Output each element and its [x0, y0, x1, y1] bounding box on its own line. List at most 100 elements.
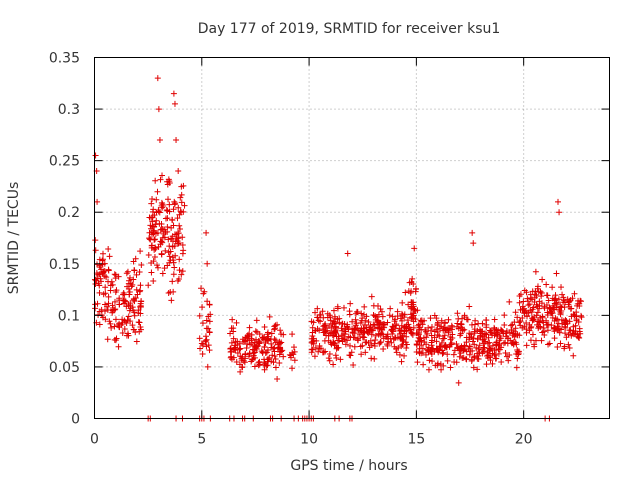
data-point — [502, 350, 509, 357]
data-point — [116, 295, 123, 302]
y-tick-label: 0.1 — [58, 308, 80, 324]
data-point — [479, 346, 486, 353]
data-point — [312, 344, 319, 351]
data-point — [154, 188, 161, 195]
data-point — [151, 223, 158, 230]
data-point — [290, 351, 297, 358]
data-point — [516, 299, 523, 306]
data-point — [446, 325, 453, 332]
data-point — [428, 332, 435, 339]
data-point — [366, 344, 373, 351]
data-point — [135, 307, 142, 314]
data-point — [475, 346, 482, 353]
data-point — [229, 316, 236, 323]
data-point — [523, 312, 530, 319]
data-point — [441, 343, 448, 350]
data-point — [403, 344, 410, 351]
data-point — [545, 341, 552, 348]
data-point — [170, 271, 177, 278]
data-point — [516, 332, 523, 339]
data-point — [277, 327, 284, 334]
data-point — [527, 294, 534, 301]
data-point — [377, 306, 384, 313]
data-point — [175, 204, 182, 211]
data-point — [166, 179, 173, 186]
data-point — [385, 338, 392, 345]
data-point — [98, 278, 105, 285]
data-point — [367, 337, 374, 344]
data-point — [256, 358, 263, 365]
data-point — [125, 285, 132, 292]
data-point — [181, 202, 188, 209]
data-point — [99, 270, 106, 277]
data-point — [486, 339, 493, 346]
data-point — [261, 366, 268, 373]
data-point — [351, 330, 358, 337]
data-point — [288, 354, 295, 361]
data-point — [254, 342, 261, 349]
data-point — [509, 339, 516, 346]
data-point — [179, 268, 186, 275]
data-point — [227, 330, 234, 337]
data-point — [536, 298, 543, 305]
data-point — [405, 301, 412, 308]
data-point — [317, 318, 324, 325]
data-point — [152, 244, 159, 251]
data-point — [503, 328, 510, 335]
data-point — [262, 339, 269, 346]
data-point — [374, 324, 381, 331]
data-point — [410, 312, 417, 319]
data-point — [199, 304, 206, 311]
data-point — [177, 226, 184, 233]
data-point — [96, 289, 103, 296]
data-point — [371, 355, 378, 362]
data-point — [347, 300, 354, 307]
data-point — [463, 334, 470, 341]
y-tick-label: 0.3 — [58, 102, 80, 118]
data-point — [461, 314, 468, 321]
data-point — [247, 341, 254, 348]
data-point — [431, 312, 438, 319]
data-point — [497, 326, 504, 333]
data-point — [501, 321, 508, 328]
data-point — [424, 330, 431, 337]
data-point — [94, 198, 101, 205]
data-point — [248, 358, 255, 365]
data-point — [92, 237, 99, 244]
data-point — [538, 289, 545, 296]
data-point — [374, 313, 381, 320]
data-point — [272, 355, 279, 362]
data-point — [453, 359, 460, 366]
data-point — [319, 326, 326, 333]
x-tick-label: 10 — [300, 432, 318, 448]
data-point — [289, 331, 296, 338]
data-point — [92, 152, 99, 159]
data-point — [121, 291, 128, 298]
data-point — [401, 314, 408, 321]
data-point — [421, 317, 428, 324]
data-point — [289, 365, 296, 372]
data-point — [403, 341, 410, 348]
data-point — [115, 273, 122, 280]
data-point — [555, 198, 561, 205]
data-point — [560, 299, 567, 306]
data-point — [402, 289, 409, 296]
data-point — [265, 347, 272, 354]
data-point — [531, 291, 538, 298]
data-point — [108, 278, 115, 285]
data-point — [408, 305, 415, 312]
data-point — [258, 348, 265, 355]
x-tick-label: 15 — [407, 432, 425, 448]
data-point — [164, 178, 171, 185]
data-point — [533, 312, 540, 319]
data-point — [471, 354, 478, 361]
data-point — [516, 292, 523, 299]
data-point — [174, 277, 181, 284]
data-point — [525, 302, 532, 309]
data-point — [528, 323, 535, 330]
data-point — [479, 350, 486, 357]
data-point — [519, 315, 526, 322]
data-point — [562, 317, 569, 324]
data-point — [466, 343, 473, 350]
